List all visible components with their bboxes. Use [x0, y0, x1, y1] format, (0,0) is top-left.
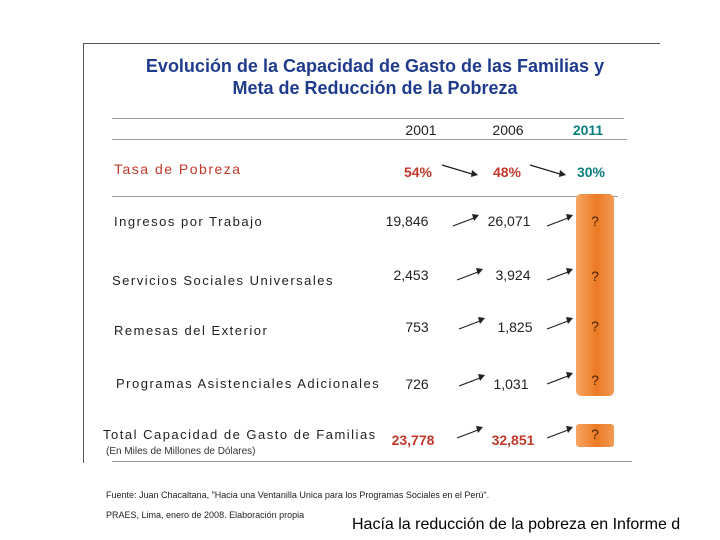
- arrow-up-icon: [546, 214, 573, 227]
- arrow-up-icon: [546, 268, 573, 281]
- slide-caption: Hacía la reducción de la pobreza en Info…: [352, 516, 681, 533]
- assistance-programs-2001: 726: [405, 376, 429, 392]
- row-label-labor-income: Ingresos por Trabajo: [114, 214, 264, 229]
- social-services-2011: ?: [591, 268, 599, 284]
- arrow-up-icon: [458, 317, 485, 330]
- row-label-poverty-rate: Tasa de Pobreza: [114, 161, 242, 177]
- social-services-2001: 2,453: [393, 267, 429, 283]
- assistance-programs-2011: ?: [591, 372, 599, 388]
- year-2006: 2006: [492, 122, 524, 138]
- arrow-down-icon: [529, 164, 566, 177]
- total-2001: 23,778: [391, 432, 435, 448]
- arrow-up-icon: [456, 426, 483, 439]
- unit-note: (En Miles de Millones de Dólares): [106, 446, 256, 457]
- frame-left-border: [83, 43, 84, 463]
- slide-title: Evolución de la Capacidad de Gasto de la…: [90, 55, 660, 99]
- remittances-2001: 753: [405, 319, 429, 335]
- table-top-rule: [112, 118, 624, 119]
- row-label-total-capacity: Total Capacidad de Gasto de Familias: [103, 427, 377, 442]
- title-line-1: Evolución de la Capacidad de Gasto de la…: [145, 56, 605, 76]
- labor-income-2006: 26,071: [487, 213, 531, 229]
- row-label-social-services: Servicios Sociales Universales: [112, 273, 335, 288]
- header-bottom-rule: [112, 139, 627, 140]
- year-2011: 2011: [572, 122, 604, 138]
- arrow-up-icon: [546, 426, 573, 439]
- target-2011-bar: [576, 194, 614, 396]
- assistance-programs-2006: 1,031: [493, 376, 529, 392]
- arrow-up-icon: [456, 268, 483, 281]
- arrow-up-icon: [458, 374, 485, 387]
- total-2011: ?: [591, 426, 599, 442]
- arrow-up-icon: [452, 214, 479, 227]
- arrow-up-icon: [546, 317, 573, 330]
- source-line-2: PRAES, Lima, enero de 2008. Elaboración …: [106, 510, 305, 520]
- remittances-2011: ?: [591, 318, 599, 334]
- row-label-remittances: Remesas del Exterior: [114, 323, 269, 338]
- target-total-box: [576, 424, 614, 447]
- labor-income-2001: 19,846: [385, 213, 429, 229]
- poverty-2001: 54%: [403, 164, 433, 180]
- frame-top-border: [83, 43, 660, 44]
- row-label-assistance-programs: Programas Asistenciales Adicionales: [116, 376, 381, 391]
- remittances-2006: 1,825: [497, 319, 533, 335]
- total-2006: 32,851: [491, 432, 535, 448]
- poverty-2011: 30%: [576, 164, 606, 180]
- year-2001: 2001: [405, 122, 437, 138]
- labor-income-2011: ?: [591, 213, 599, 229]
- table-bottom-rule: [112, 461, 632, 462]
- poverty-row-rule: [112, 196, 618, 197]
- social-services-2006: 3,924: [495, 267, 531, 283]
- arrow-up-icon: [546, 372, 573, 385]
- poverty-2006: 48%: [492, 164, 522, 180]
- arrow-down-icon: [441, 164, 478, 177]
- source-line-1: Fuente: Juan Chacaltana, "Hacia una Vent…: [106, 490, 490, 500]
- title-line-2: Meta de Reducción de la Pobreza: [232, 78, 518, 98]
